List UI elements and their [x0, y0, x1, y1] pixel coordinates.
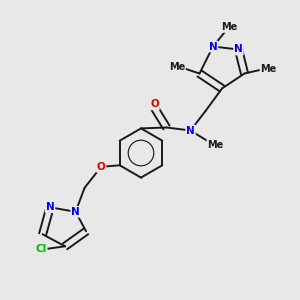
Text: Me: Me — [207, 140, 224, 150]
Text: Me: Me — [169, 62, 185, 73]
Text: Cl: Cl — [35, 244, 47, 254]
Text: N: N — [71, 207, 80, 217]
Text: N: N — [186, 125, 195, 136]
Text: Me: Me — [260, 64, 277, 74]
Text: O: O — [97, 162, 106, 172]
Text: O: O — [150, 99, 159, 110]
Text: N: N — [234, 44, 243, 55]
Text: Me: Me — [221, 22, 238, 32]
Text: N: N — [208, 41, 217, 52]
Text: N: N — [46, 202, 55, 212]
